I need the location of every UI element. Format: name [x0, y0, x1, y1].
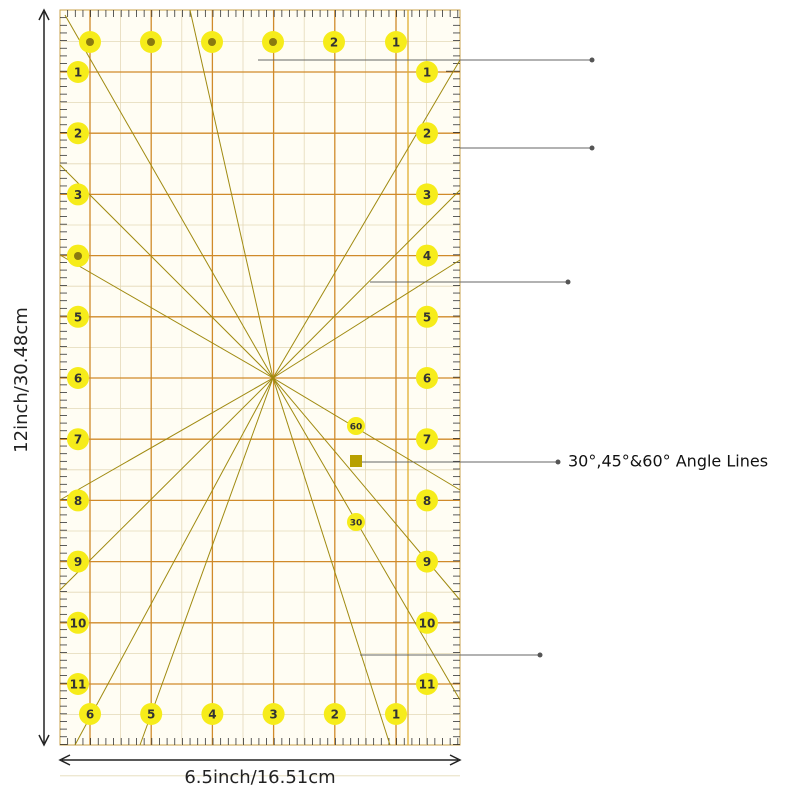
ruler-number: 1	[423, 66, 431, 80]
width-arrow-heads	[58, 754, 462, 766]
ruler-number: 7	[423, 433, 431, 447]
angle-line	[139, 377, 274, 746]
number-badge	[262, 703, 285, 725]
ruler-number: 6	[74, 372, 82, 386]
angle-line	[189, 9, 274, 379]
angle-line	[59, 164, 274, 379]
number-badge	[416, 611, 438, 634]
angle-line	[59, 377, 274, 591]
callout-dots	[537, 57, 595, 658]
ruler-number: 3	[423, 188, 431, 202]
number-badge	[67, 489, 89, 512]
ruler-number: 7	[74, 433, 82, 447]
number-badge	[385, 31, 407, 53]
number-badge	[416, 61, 438, 83]
ruler-number: 1	[392, 708, 400, 722]
ruler-number: 6	[86, 708, 94, 722]
ruler-number: 8	[74, 494, 82, 508]
callout-lines	[258, 59, 592, 656]
ruler-number: 10	[419, 616, 436, 630]
angle-line	[64, 14, 274, 379]
angle-line	[74, 377, 274, 746]
number-badge	[67, 611, 89, 634]
number-badge	[416, 428, 438, 451]
angle-badge	[347, 417, 365, 435]
callout-text: 30°,45°&60° Angle Lines	[568, 452, 768, 471]
number-badge	[67, 122, 89, 145]
ruler-number: 9	[423, 555, 431, 569]
angle-line	[272, 377, 461, 701]
number-badge	[201, 703, 224, 725]
ruler-number: 9	[74, 555, 82, 569]
number-badge	[416, 550, 438, 573]
angle-line	[272, 59, 461, 379]
ruler-number: 3	[269, 708, 277, 722]
number-badge	[416, 183, 438, 206]
ruler-number: 4	[423, 249, 431, 263]
hole	[86, 38, 94, 46]
number-badge	[67, 367, 89, 389]
number-badge	[385, 703, 407, 725]
ruler-number: 4	[208, 708, 216, 722]
angle-line	[272, 189, 461, 379]
ruler-number: 5	[74, 310, 82, 324]
ruler-number: 2	[331, 708, 339, 722]
width-label: 6.5inch/16.51cm	[184, 767, 335, 788]
angle-label: 60	[350, 423, 363, 433]
number-badge	[416, 305, 438, 328]
number-badge	[67, 428, 89, 451]
angle-line	[272, 377, 391, 746]
ruler-number: 11	[419, 678, 436, 692]
ruler-number: 10	[70, 616, 87, 630]
ruler-number: 8	[423, 494, 431, 508]
ruler-number: 6	[423, 372, 431, 386]
hole	[147, 38, 155, 46]
number-badge	[67, 550, 89, 573]
ruler-number: 1	[392, 36, 400, 50]
number-badge	[79, 703, 101, 725]
number-badge	[416, 244, 438, 267]
number-badge	[323, 703, 346, 725]
ruler-number: 5	[147, 708, 155, 722]
ruler-number: 11	[70, 678, 87, 692]
number-badge	[67, 183, 89, 206]
height-label: 12inch/30.48cm	[11, 307, 32, 453]
number-badge	[416, 367, 438, 389]
hole	[208, 38, 216, 46]
angle-badge	[347, 513, 365, 531]
angle-label: 30	[350, 519, 363, 529]
ruler-number: 2	[423, 127, 431, 141]
ruler-number: 2	[74, 127, 82, 141]
number-badge	[67, 61, 89, 83]
ruler-marks: 11223344556677889910101111654321216030	[67, 31, 438, 725]
ruler-number: 5	[423, 310, 431, 324]
height-arrow-heads	[38, 8, 50, 747]
number-badge	[67, 673, 89, 695]
ruler-number: 3	[74, 188, 82, 202]
angle-line	[272, 259, 461, 379]
number-badge	[416, 122, 438, 145]
number-badge	[416, 489, 438, 512]
ruler-number: 1	[74, 66, 82, 80]
number-badge	[67, 305, 89, 328]
hole	[74, 252, 82, 260]
angle-line	[272, 377, 461, 491]
angle-line	[59, 377, 274, 501]
number-badge	[323, 31, 345, 53]
number-badge	[416, 673, 438, 695]
angle-line	[59, 254, 274, 379]
hole	[269, 38, 277, 46]
ruler-number: 2	[330, 36, 338, 50]
number-badge	[140, 703, 163, 725]
callout-marker	[350, 455, 362, 467]
